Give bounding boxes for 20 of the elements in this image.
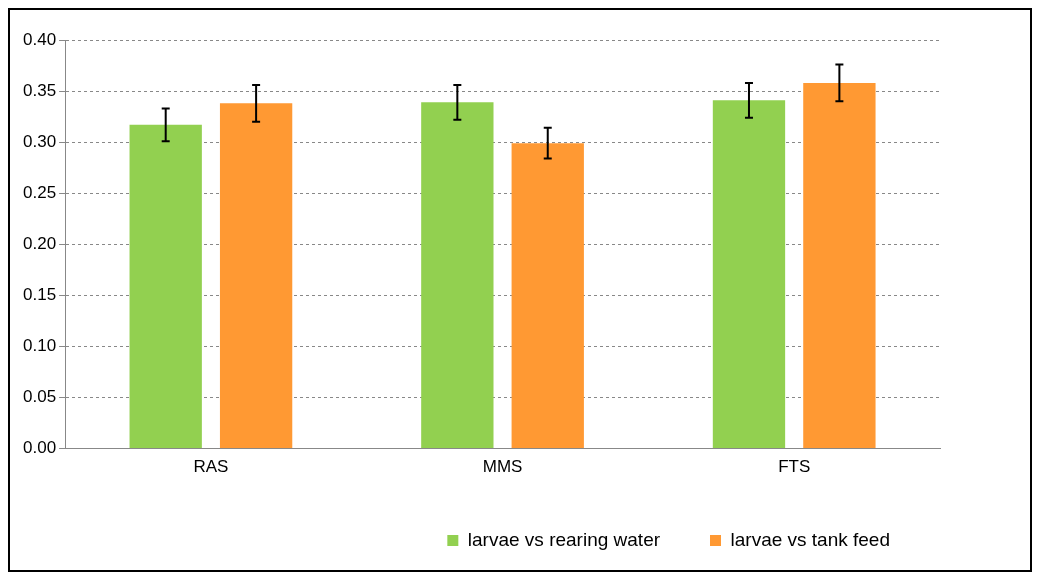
y-tick-label: 0.40 [22,29,57,49]
bar [421,102,494,449]
x-tick-label: FTS [778,457,811,477]
x-tick-label: MMS [482,457,523,477]
bar [803,82,876,449]
bar [129,124,202,449]
legend-label: larvae vs tank feed [730,528,891,550]
bar [219,103,293,449]
y-tick-label: 0.10 [22,336,57,356]
y-tick-label: 0.30 [22,131,57,151]
legend-label: larvae vs rearing water [467,528,661,550]
x-tick-label: RAS [193,457,229,477]
y-tick-label: 0.20 [22,233,57,253]
bar [511,143,584,449]
y-tick-label: 0.15 [22,285,57,305]
y-tick-label: 0.35 [22,80,57,100]
y-tick-label: 0.05 [22,387,57,407]
y-tick-label: 0.25 [22,182,57,202]
bar [712,100,786,449]
y-tick-label: 0.00 [22,438,57,458]
